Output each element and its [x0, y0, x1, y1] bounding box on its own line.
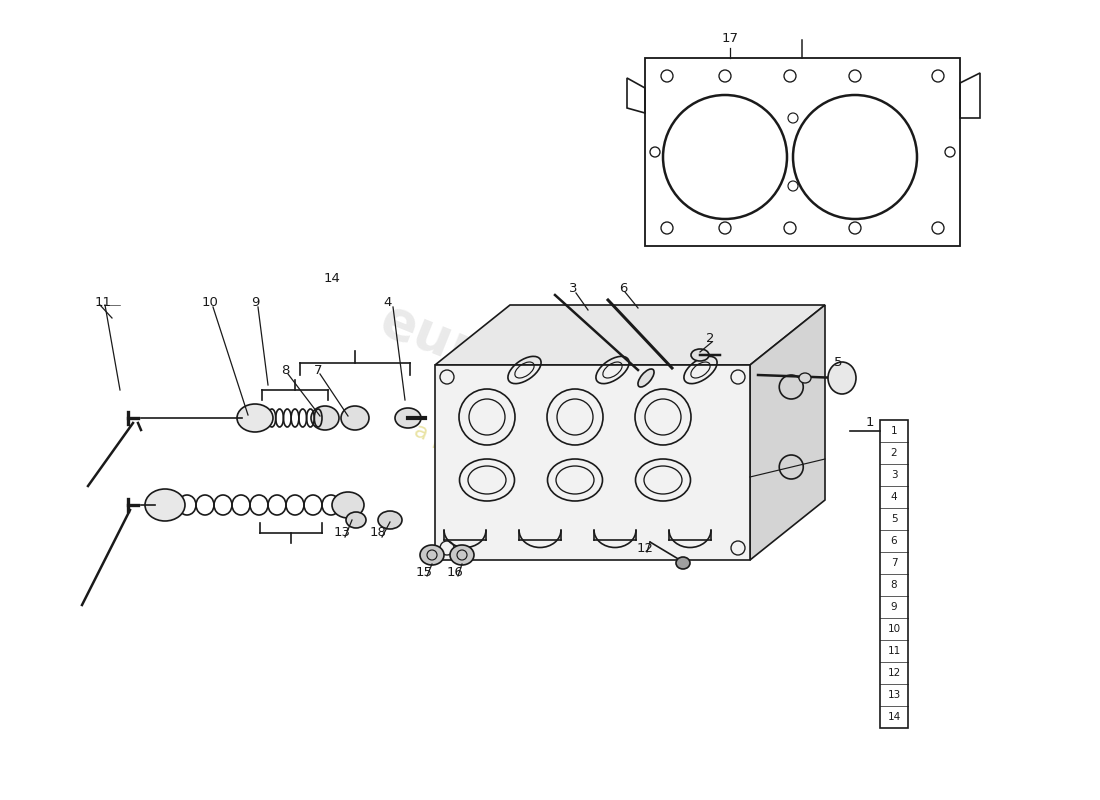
Ellipse shape [676, 557, 690, 569]
Text: 18: 18 [370, 526, 386, 539]
Text: 2: 2 [706, 331, 714, 345]
Text: 15: 15 [416, 566, 432, 578]
Text: 7: 7 [314, 363, 322, 377]
Ellipse shape [395, 408, 421, 428]
Text: 1: 1 [866, 415, 874, 429]
Ellipse shape [341, 406, 368, 430]
Text: 8: 8 [891, 580, 898, 590]
Text: 6: 6 [891, 536, 898, 546]
Text: 5: 5 [834, 355, 843, 369]
Text: a passion for...: a passion for... [411, 420, 569, 500]
Text: 12: 12 [637, 542, 653, 554]
Text: 5: 5 [891, 514, 898, 524]
Text: 10: 10 [201, 297, 219, 310]
Ellipse shape [450, 545, 474, 565]
Text: 14: 14 [888, 712, 901, 722]
Ellipse shape [638, 369, 654, 387]
Bar [880, 420, 907, 728]
Ellipse shape [420, 545, 444, 565]
Polygon shape [750, 305, 825, 560]
Text: 16: 16 [447, 566, 463, 578]
Ellipse shape [799, 373, 811, 383]
Text: 9: 9 [891, 602, 898, 612]
Ellipse shape [145, 489, 185, 521]
Ellipse shape [691, 349, 710, 361]
Text: 6: 6 [619, 282, 627, 294]
Ellipse shape [378, 511, 402, 529]
Text: 11: 11 [888, 646, 901, 656]
Text: 13: 13 [888, 690, 901, 700]
Ellipse shape [332, 492, 364, 518]
Text: 4: 4 [384, 297, 393, 310]
Ellipse shape [311, 406, 339, 430]
Text: 12: 12 [888, 668, 901, 678]
Text: 11: 11 [95, 297, 111, 310]
Text: 8: 8 [280, 363, 289, 377]
Text: 9: 9 [251, 297, 260, 310]
Text: 4: 4 [891, 492, 898, 502]
Text: 7: 7 [891, 558, 898, 568]
Polygon shape [434, 365, 750, 560]
Text: 13: 13 [333, 526, 351, 539]
Ellipse shape [236, 404, 273, 432]
Text: 1: 1 [891, 426, 898, 436]
Text: 14: 14 [323, 271, 340, 285]
Ellipse shape [828, 362, 856, 394]
Text: 1985: 1985 [579, 444, 702, 526]
Bar [645, 58, 960, 246]
Text: 3: 3 [569, 282, 578, 294]
Text: 3: 3 [891, 470, 898, 480]
Ellipse shape [346, 512, 366, 528]
Text: 10: 10 [888, 624, 901, 634]
Text: 2: 2 [891, 448, 898, 458]
Text: 17: 17 [722, 31, 738, 45]
Polygon shape [434, 305, 825, 365]
Text: eurocarparts: eurocarparts [373, 294, 748, 486]
